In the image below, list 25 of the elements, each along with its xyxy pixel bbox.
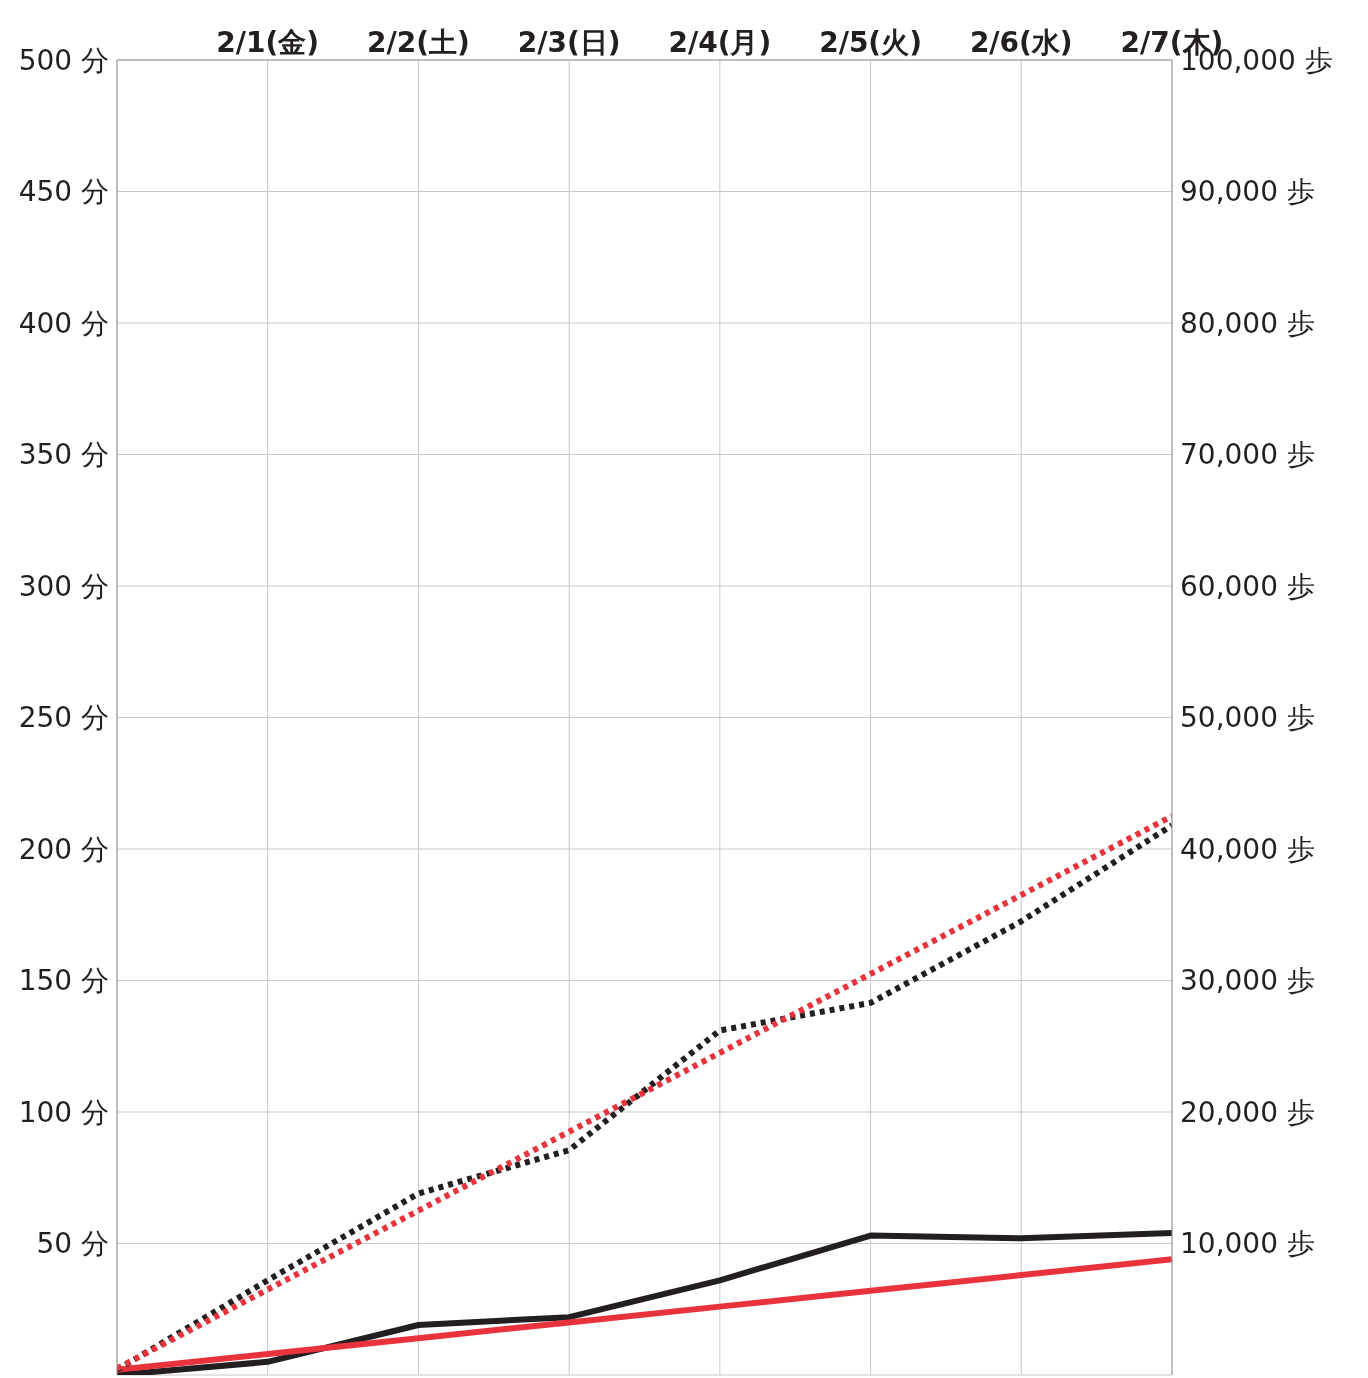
x-tick-label: 2/2(土) xyxy=(367,26,470,59)
y2-tick-label: 60,000 歩 xyxy=(1180,569,1315,603)
y-tick-label: 450 分 xyxy=(18,175,109,209)
y2-tick-label: 20,000 歩 xyxy=(1180,1095,1315,1129)
x-tick-label: 2/1(金) xyxy=(216,26,320,59)
y-tick-label: 200 分 xyxy=(18,832,109,866)
y-tick-label: 250 分 xyxy=(18,701,109,735)
y-tick-label: 150 分 xyxy=(18,964,109,998)
y-tick-label: 500 分 xyxy=(18,43,109,77)
y2-tick-label: 10,000 歩 xyxy=(1180,1227,1315,1261)
y-tick-label: 300 分 xyxy=(18,569,109,603)
x-tick-label: 2/4(月) xyxy=(668,26,772,59)
x-tick-label: 2/6(水) xyxy=(969,26,1073,59)
y-tick-label: 400 分 xyxy=(18,306,109,340)
y2-tick-label: 40,000 歩 xyxy=(1180,832,1315,866)
y2-tick-label: 30,000 歩 xyxy=(1180,964,1315,998)
y2-tick-label: 70,000 歩 xyxy=(1180,438,1315,472)
y2-tick-label: 50,000 歩 xyxy=(1180,701,1315,735)
x-tick-label: 2/3(日) xyxy=(517,26,621,59)
y-tick-label: 350 分 xyxy=(18,438,109,472)
y2-tick-label: 90,000 歩 xyxy=(1180,175,1315,209)
y-tick-label: 50 分 xyxy=(36,1227,109,1261)
y2-tick-label: 80,000 歩 xyxy=(1180,306,1315,340)
x-tick-label: 2/5(火) xyxy=(819,26,922,59)
y-tick-label: 100 分 xyxy=(18,1095,109,1129)
